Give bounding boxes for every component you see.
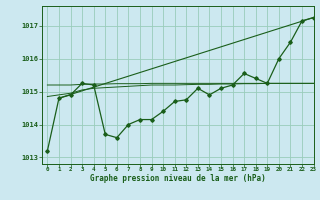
X-axis label: Graphe pression niveau de la mer (hPa): Graphe pression niveau de la mer (hPa) xyxy=(90,174,266,183)
